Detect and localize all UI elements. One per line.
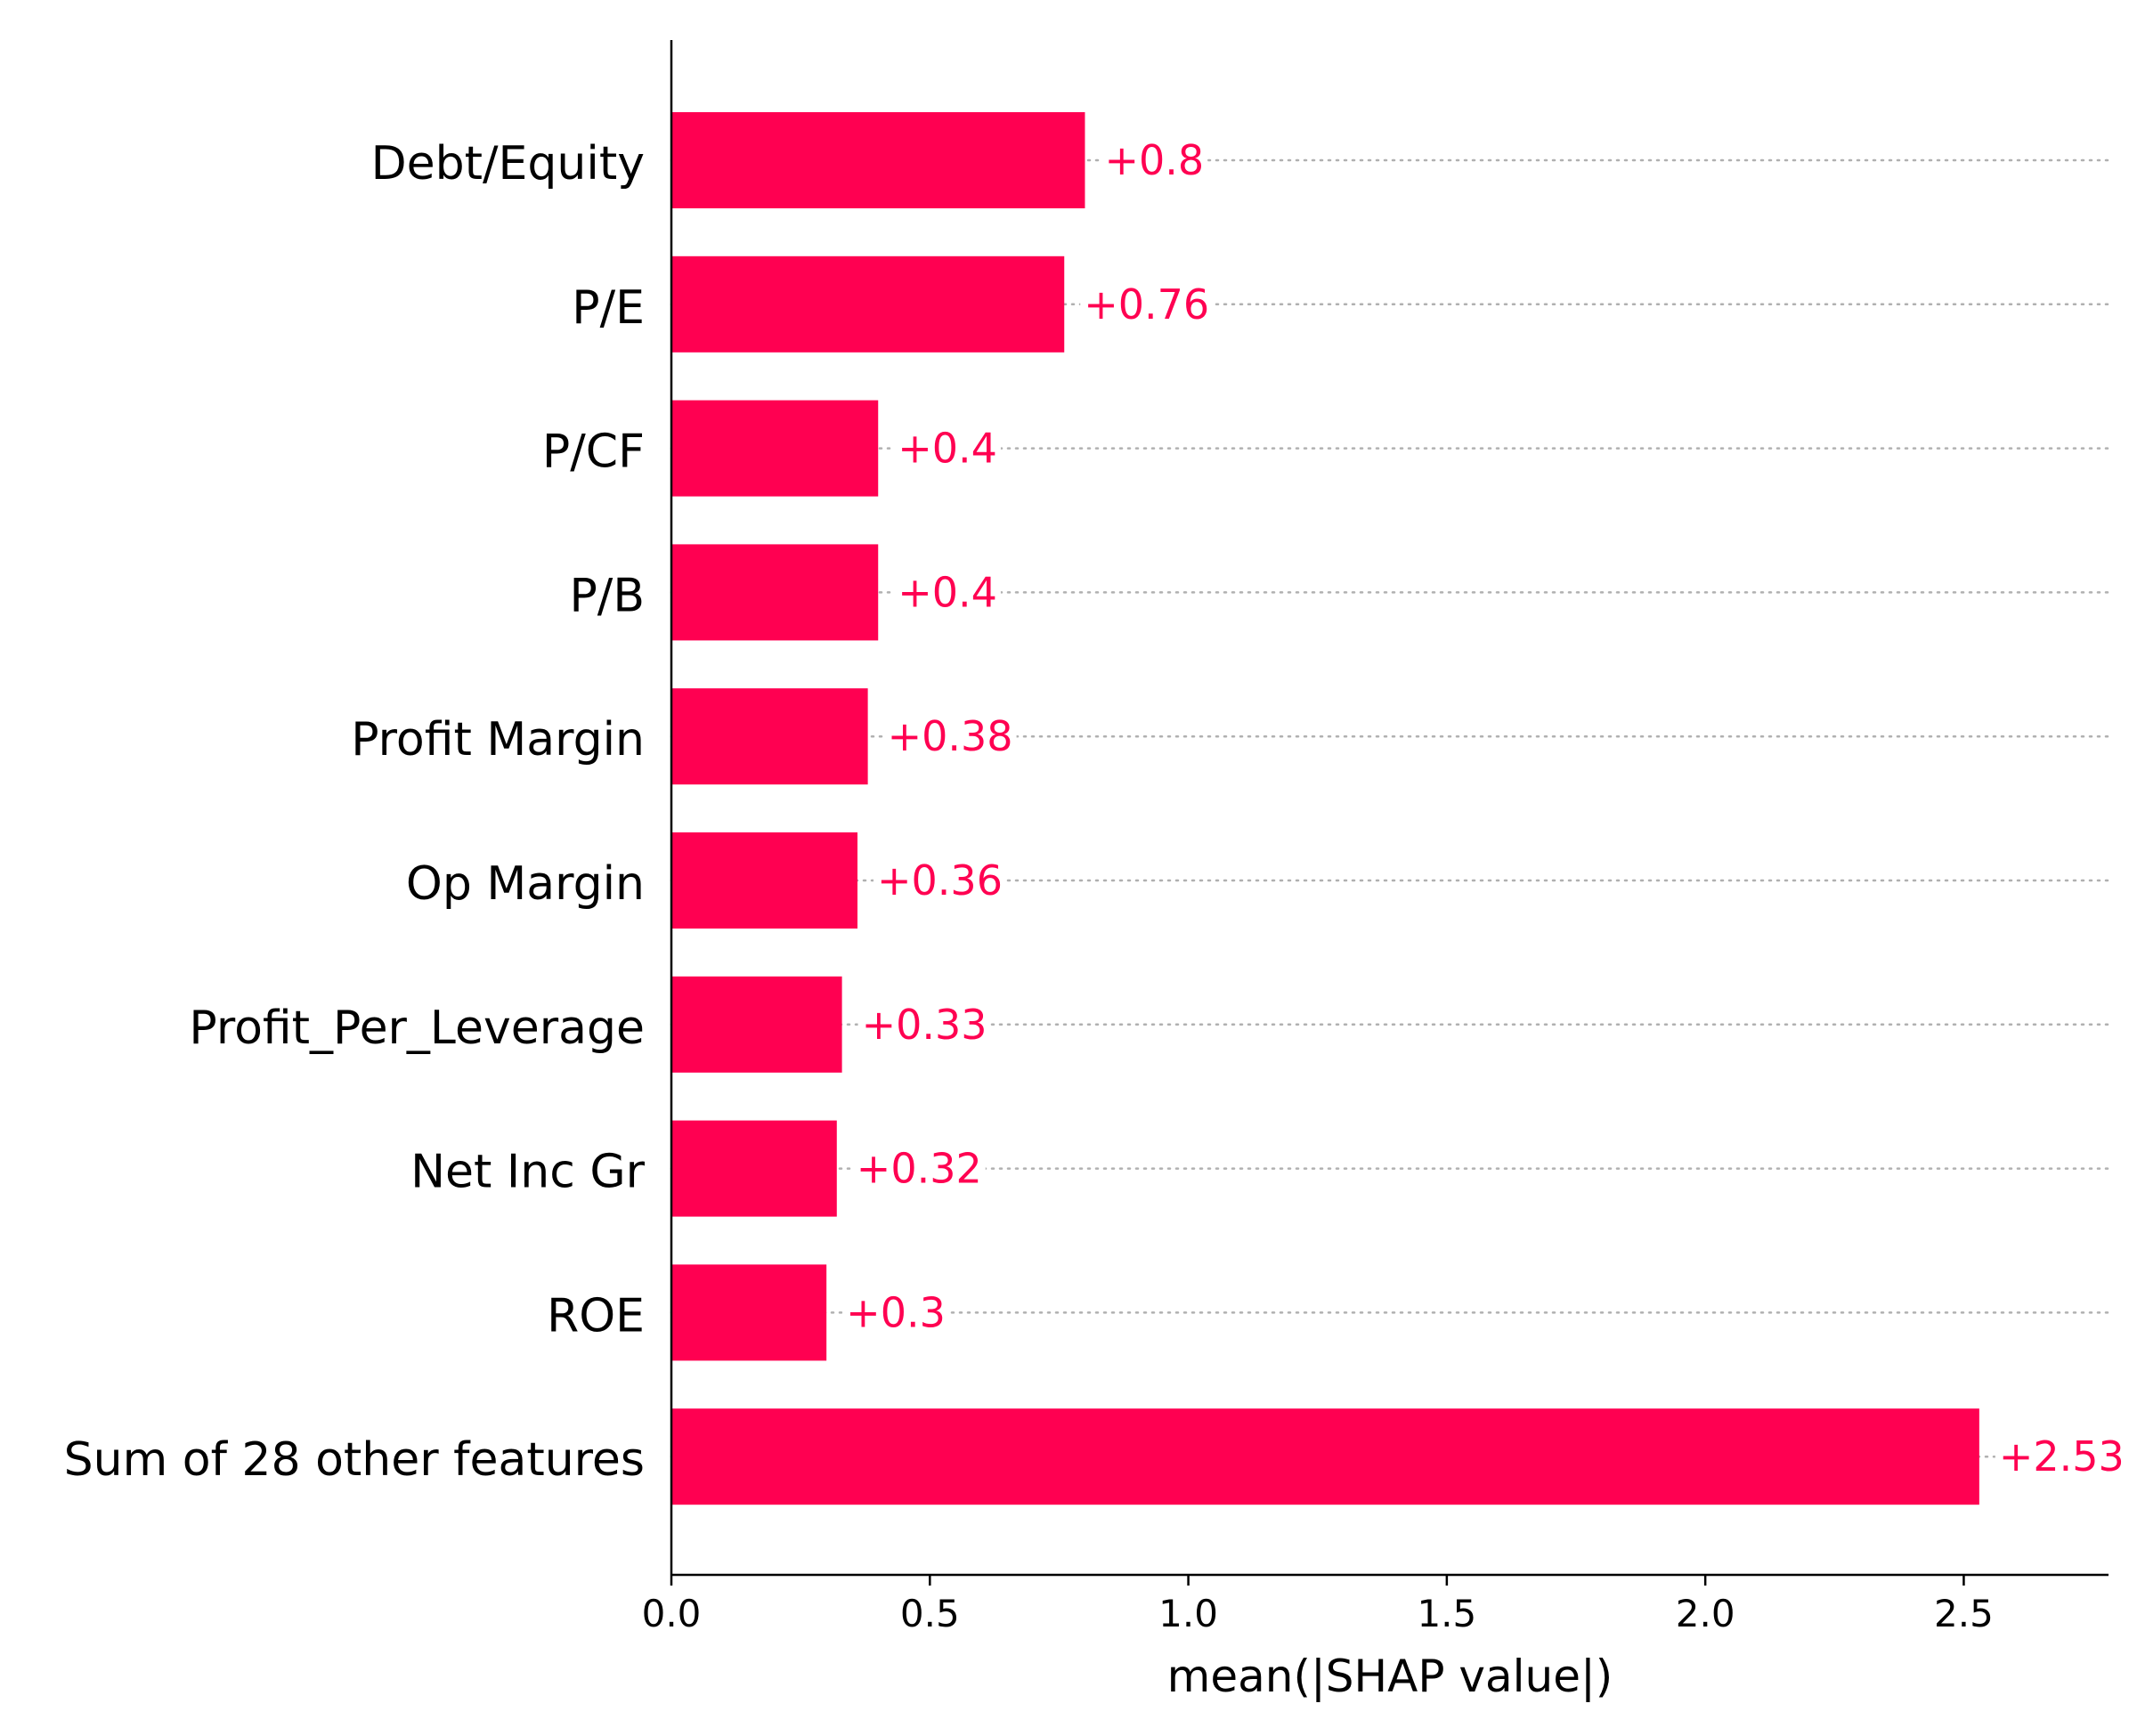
value-label: +0.36 bbox=[877, 856, 1003, 905]
feature-label: P/CF bbox=[542, 426, 645, 479]
x-tick-label: 0.5 bbox=[900, 1592, 960, 1635]
value-label: +2.53 bbox=[1999, 1432, 2125, 1480]
value-label: +0.32 bbox=[857, 1145, 982, 1193]
x-tick-label: 2.5 bbox=[1934, 1592, 1994, 1635]
bar bbox=[671, 112, 1085, 208]
value-labels: +0.8 +0.76 +0.4 +0.4 +0.38 +0.36 +0.33 +0.32 +0.… bbox=[842, 136, 2128, 1481]
value-label-backdrop bbox=[894, 568, 1001, 617]
bar bbox=[671, 544, 879, 641]
value-label: +0.8 bbox=[1104, 136, 1204, 184]
value-label-backdrop bbox=[1101, 136, 1208, 184]
value-label-backdrop bbox=[894, 424, 1001, 473]
bar bbox=[671, 1264, 827, 1361]
value-label: +0.3 bbox=[846, 1288, 946, 1336]
value-label: +0.4 bbox=[898, 568, 997, 616]
bars bbox=[671, 112, 1979, 1505]
value-label-backdrop bbox=[1080, 280, 1214, 329]
bar bbox=[671, 688, 868, 785]
value-label: +0.33 bbox=[862, 1001, 987, 1049]
bar bbox=[671, 1120, 837, 1217]
value-label-backdrop bbox=[857, 1000, 991, 1049]
bar bbox=[671, 832, 858, 929]
grid-lines bbox=[670, 158, 2110, 1458]
x-axis-title: mean(|SHAP value|) bbox=[1167, 1651, 1613, 1702]
feature-label: Sum of 28 other features bbox=[64, 1433, 645, 1487]
value-label: +0.4 bbox=[898, 425, 997, 473]
x-tick-label: 2.0 bbox=[1676, 1592, 1735, 1635]
value-label-backdrop bbox=[883, 712, 1017, 761]
feature-label: P/E bbox=[572, 281, 645, 335]
x-tick-label: 0.0 bbox=[642, 1592, 702, 1635]
value-label: +0.38 bbox=[888, 712, 1013, 760]
feature-label: ROE bbox=[547, 1289, 645, 1343]
value-label-backdrop bbox=[873, 856, 1006, 905]
feature-label: Profit_Per_Leverage bbox=[189, 1002, 645, 1055]
feature-label: Net Inc Gr bbox=[410, 1146, 646, 1199]
value-label-backdrop bbox=[1995, 1432, 2128, 1481]
value-label-backdrop bbox=[852, 1144, 986, 1193]
feature-label: Op Margin bbox=[406, 857, 645, 911]
x-tick-label: 1.0 bbox=[1158, 1592, 1218, 1635]
bar bbox=[671, 1408, 1979, 1505]
x-axis-ticks: 0.0 0.5 1.0 1.5 2.0 2.5 bbox=[642, 1575, 1994, 1635]
feature-label: P/B bbox=[569, 569, 645, 622]
bar bbox=[671, 976, 842, 1073]
feature-labels: Debt/Equity P/E P/CF P/B Profit Margin Op Mar… bbox=[64, 137, 646, 1487]
x-tick-label: 1.5 bbox=[1417, 1592, 1476, 1635]
bar bbox=[671, 400, 879, 497]
value-label-backdrop bbox=[842, 1288, 949, 1337]
value-label: +0.76 bbox=[1084, 280, 1209, 329]
feature-label: Debt/Equity bbox=[371, 137, 645, 191]
feature-label: Profit Margin bbox=[351, 713, 645, 767]
bar bbox=[671, 256, 1065, 353]
